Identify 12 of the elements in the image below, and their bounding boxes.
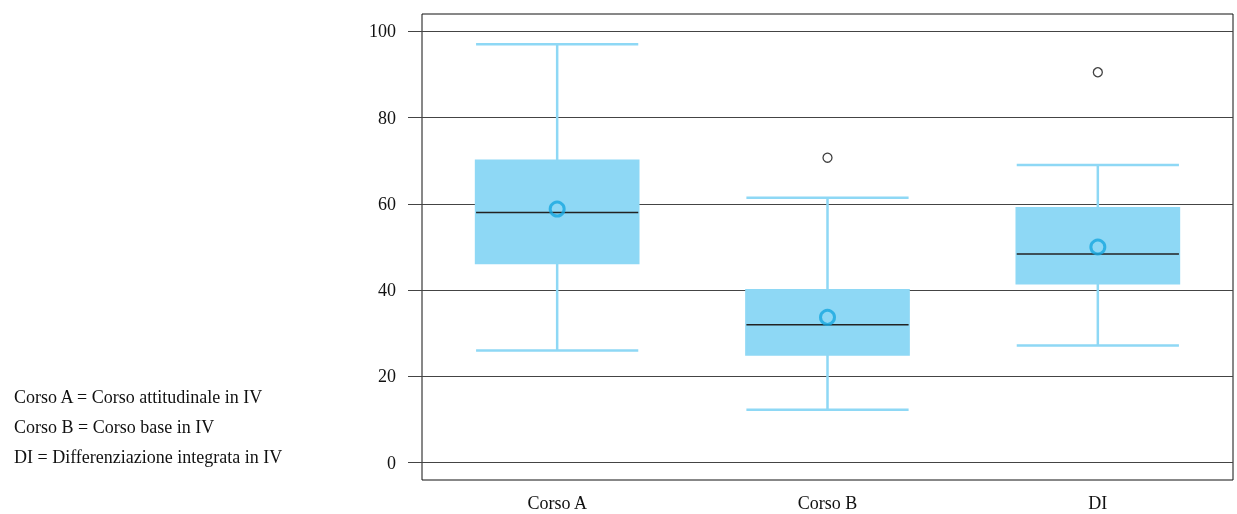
text: Corso B = Corso base in IV (14, 417, 215, 437)
x-tick-label: DI (1088, 493, 1108, 513)
y-tick-label: 60 (378, 193, 396, 214)
y-tick-label: 40 (378, 280, 396, 301)
text: Corso A = Corso attitudinale in IV (14, 387, 263, 407)
x-tick-label: Corso A (527, 493, 587, 513)
y-tick-label: 0 (387, 452, 396, 473)
text: DI = Differenziazione integrata in IV (14, 447, 283, 467)
y-tick-label: 20 (378, 366, 396, 387)
y-tick-label: 80 (378, 107, 396, 128)
y-tick-label: 100 (369, 21, 396, 42)
x-tick-label: Corso B (797, 493, 858, 513)
